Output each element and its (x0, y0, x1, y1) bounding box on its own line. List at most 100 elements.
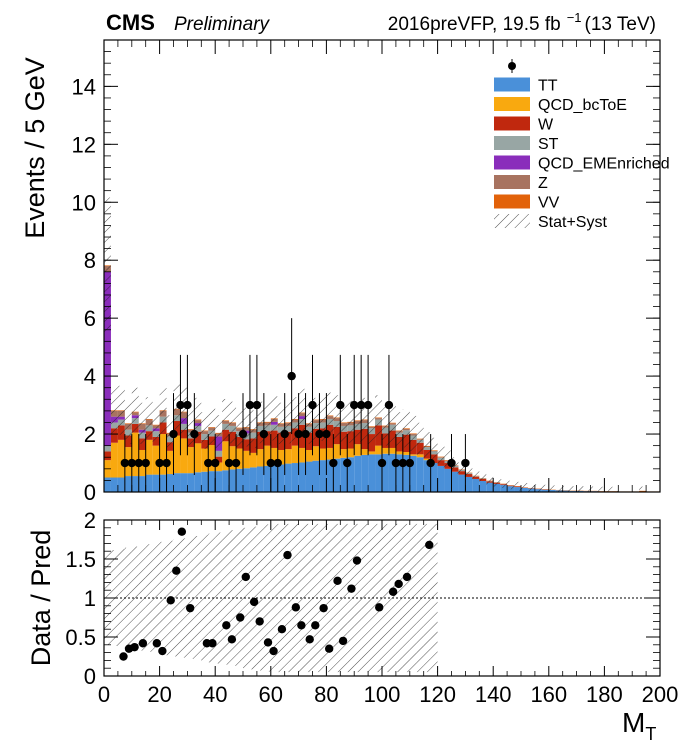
unc-bin-7 (152, 404, 160, 445)
unc-bin-70 (590, 486, 598, 492)
cms-label: CMS (106, 10, 155, 35)
bar-TT-22 (256, 466, 264, 492)
ratio-point-21 (283, 550, 292, 560)
unc-bin-32 (326, 392, 334, 439)
x-tick-label-10: 200 (642, 682, 679, 707)
unc-bin-22 (256, 401, 264, 444)
bar-QCD_bcToE-37 (361, 449, 369, 455)
bar-QCD_bcToE-43 (402, 452, 410, 455)
bar-TT-4 (131, 476, 139, 492)
unc-bin-62 (534, 484, 542, 492)
unc-bin-8 (159, 385, 167, 435)
legend-label-TT: TT (538, 78, 558, 95)
unc-bin-59 (514, 481, 521, 491)
bar-TT-13 (194, 472, 202, 492)
bar-QCD_bcToE-22 (256, 449, 264, 467)
bar-QCD_bcToE-24 (270, 447, 278, 466)
ratio-y-tick-label-2: 1 (84, 586, 96, 611)
bar-TT-14 (201, 471, 209, 492)
bar-TT-52 (465, 476, 473, 492)
bar-QCD_bcToE-17 (222, 441, 230, 471)
main-y-tick-label-1: 2 (84, 422, 96, 447)
bar-QCD_bcToE-39 (375, 445, 382, 455)
bar-TT-23 (263, 465, 271, 492)
unc-bin-63 (541, 484, 549, 492)
data-point-30 (350, 400, 359, 410)
main-y-tick-label-2: 4 (84, 364, 96, 389)
ratio-unc-bin-24 (270, 523, 278, 673)
unc-bin-26 (284, 401, 292, 444)
bar-TT-33 (333, 458, 341, 492)
data-point-1 (127, 458, 136, 468)
bar-QCD_bcToE-35 (347, 448, 355, 458)
data-point-19 (273, 458, 282, 468)
bar-TT-42 (395, 454, 403, 492)
bar-QCD_bcToE-18 (229, 446, 237, 470)
unc-bin-30 (312, 397, 320, 442)
ratio-point-28 (333, 576, 342, 586)
data-point-5 (162, 458, 171, 468)
ratio-point-19 (269, 646, 278, 656)
data-point-3 (141, 458, 150, 468)
data-point-33 (377, 458, 387, 468)
bar-TT-3 (124, 476, 132, 492)
ratio-unc-bin-28 (298, 523, 306, 673)
ratio-point-15 (241, 572, 250, 582)
unc-bin-37 (361, 397, 369, 442)
ratio-unc-bin-23 (263, 524, 271, 672)
bar-QCD_bcToE-45 (416, 454, 424, 458)
unc-bin-52 (465, 466, 473, 479)
legend-label-Stat+Syst: Stat+Syst (538, 214, 607, 231)
unc-bin-4 (131, 387, 139, 436)
x-tick-label-8: 160 (530, 682, 567, 707)
unc-bin-18 (229, 401, 237, 444)
x-tick-label-0: 0 (98, 682, 110, 707)
legend: TT QCD_bcToE W ST QCD_EMEnriched Z VV Stat+Syst (494, 59, 670, 231)
bar-TT-2 (117, 477, 125, 492)
bar-W-0 (104, 451, 111, 461)
bar-ST-16 (215, 450, 223, 457)
legend-swatch-Z (494, 175, 530, 189)
unc-bin-16 (215, 415, 223, 451)
bar-QCD_bcToE-8 (159, 434, 167, 475)
ratio-point-24 (305, 635, 314, 644)
bar-TT-15 (208, 471, 216, 492)
ratio-unc-bin-31 (319, 523, 327, 673)
ratio-point-20 (277, 625, 287, 634)
unc-bin-14 (201, 412, 209, 450)
bar-QCD_bcToE-14 (201, 448, 209, 472)
unc-bin-23 (263, 400, 271, 443)
x-tick-label-9: 180 (586, 682, 623, 707)
unc-bin-27 (291, 397, 299, 441)
unc-bin-69 (583, 486, 591, 492)
ratio-y-tick-label-4: 2 (84, 508, 96, 533)
bar-TT-35 (347, 457, 355, 492)
ratio-unc-bin-11 (180, 538, 188, 658)
unc-bin-46 (423, 432, 431, 460)
main-y-axis: 0 2 4 6 8 10 12 14 (72, 51, 660, 505)
ratio-unc-bin-35 (347, 523, 355, 673)
bar-TT-29 (305, 461, 313, 492)
bar-TT-37 (361, 454, 369, 492)
bar-TT-27 (291, 463, 299, 492)
bar-TT-53 (472, 478, 480, 492)
unc-bin-54 (479, 473, 487, 483)
unc-bin-44 (409, 415, 417, 452)
ratio-y-tick-label-0: 0 (84, 664, 96, 689)
data-point-20 (280, 429, 289, 439)
bar-QCD_bcToE-30 (312, 446, 320, 461)
data-point-24 (308, 400, 317, 410)
main-y-label: Events / 5 GeV (20, 57, 50, 239)
ratio-unc-bin-5 (138, 545, 146, 651)
bar-TT-46 (423, 460, 431, 492)
unc-bin-2 (117, 385, 125, 435)
main-y-tick-label-0: 0 (84, 480, 96, 505)
ratio-point-33 (388, 587, 398, 596)
ratio-point-0 (119, 652, 128, 661)
bar-QCD_bcToE-20 (243, 450, 250, 469)
unc-bin-36 (354, 398, 362, 442)
x-tick-label-6: 120 (419, 682, 456, 707)
bar-QCD_bcToE-7 (152, 445, 160, 475)
